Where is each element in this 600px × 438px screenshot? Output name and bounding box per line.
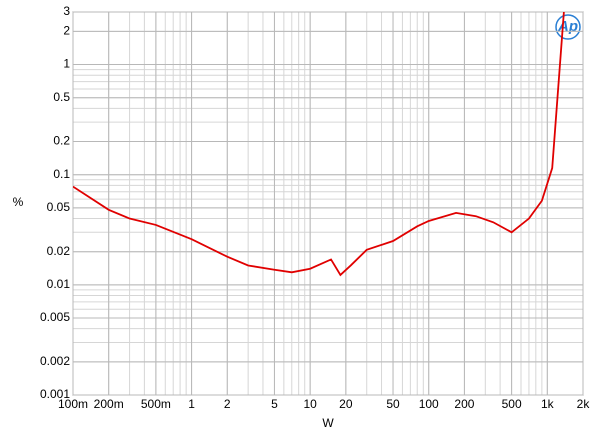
x-axis-label: W — [322, 416, 334, 430]
x-tick-label: 200 — [454, 397, 474, 411]
y-tick-label: 0.02 — [47, 244, 71, 258]
x-tick-label: 1k — [541, 397, 555, 411]
logo-text: Ap — [557, 18, 578, 35]
x-tick-label: 2k — [577, 397, 591, 411]
y-tick-label: 0.01 — [47, 277, 71, 291]
x-tick-label: 500m — [141, 397, 171, 411]
x-tick-label: 100 — [419, 397, 439, 411]
grid — [72, 11, 584, 396]
x-tick-label: 20 — [339, 397, 353, 411]
logo-ring — [555, 14, 581, 40]
x-tick-label: 1 — [188, 397, 195, 411]
x-tick-label: 100m — [58, 397, 88, 411]
x-tick-label: 5 — [271, 397, 278, 411]
y-tick-label: 3 — [63, 4, 70, 18]
x-tick-label: 200m — [94, 397, 124, 411]
y-tick-label: 0.1 — [53, 167, 70, 181]
y-tick-label: 0.05 — [47, 200, 71, 214]
x-tick-label: 2 — [224, 397, 231, 411]
y-tick-label: 0.002 — [40, 354, 70, 368]
x-tick-label: 500 — [502, 397, 522, 411]
y-tick-label: 0.005 — [40, 310, 70, 324]
y-tick-label: 0.2 — [53, 134, 70, 148]
y-tick-label: 0.5 — [53, 90, 70, 104]
logo: Ap — [555, 14, 581, 40]
y-axis-label: % — [13, 195, 24, 209]
data-line — [73, 12, 565, 277]
y-tick-label: 0.001 — [40, 387, 70, 401]
x-tick-label: 10 — [303, 397, 317, 411]
x-tick-label: 50 — [386, 397, 400, 411]
y-tick-label: 1 — [63, 57, 70, 71]
y-tick-label: 2 — [63, 24, 70, 38]
